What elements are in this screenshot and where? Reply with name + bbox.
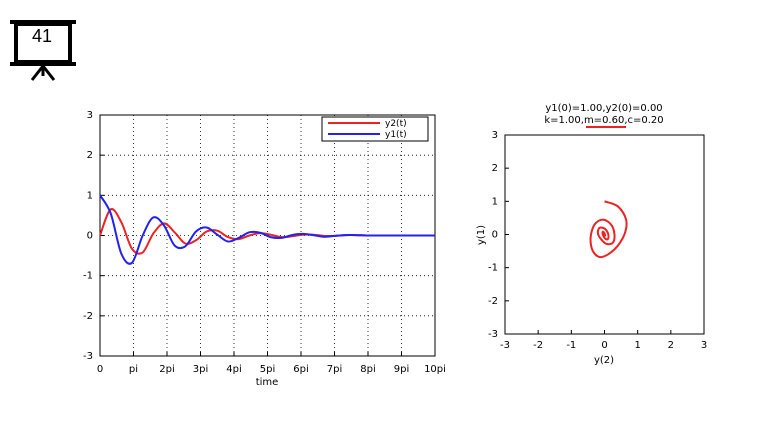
x-tick-label: 10pi [424,364,446,375]
y-tick-label: 1 [492,196,498,207]
y-tick-label: 3 [87,110,93,121]
slide-screen-icon [10,20,76,81]
y-tick-label: 0 [87,231,93,242]
legend-box [321,116,429,142]
y-tick-label: 2 [87,150,93,161]
phase-plot-subtitle: k=1.00,m=0.60,c=0.20 [544,115,663,126]
slide-number: 41 [31,26,53,46]
y-tick-label: -1 [83,271,93,282]
x-tick-label: 1 [634,340,640,351]
phase-plot: y1(0)=1.00,y2(0)=0.00 k=1.00,m=0.60,c=0.… [476,103,707,366]
x-tick-label: 7pi [327,364,343,375]
series-lines [99,194,435,265]
y-tick-label: -3 [83,351,93,362]
y-tick-label: -3 [488,329,498,340]
y-tick-label: 2 [492,163,498,174]
x-tick-label: 9pi [394,364,410,375]
x-tick-label: 0 [601,340,607,351]
legend: y2(t) y1(t) [321,116,429,142]
phase-plot-title: y1(0)=1.00,y2(0)=0.00 [545,103,662,114]
phase-trajectory [589,200,628,259]
time-series-plot: 0 pi 2pi 3pi 4pi 5pi 6pi 7pi 8pi 9pi 10pi 3 2 1 0 -1 -2 -… [83,110,446,388]
y-tick-label: -2 [488,296,498,307]
y-tick-label: -1 [488,263,498,274]
x-tick-label: 0 [97,364,103,375]
x-axis-label: time [256,377,279,388]
x-tick-label: 2pi [159,364,175,375]
x-tick-label: -2 [533,340,543,351]
series-line-y1t [99,194,435,265]
y-tick-label: -2 [83,311,93,322]
x-tick-label: 6pi [293,364,309,375]
y-tick-label: 3 [492,130,498,141]
legend-label-y1: y1(t) [385,130,407,140]
x-tick-label: 3 [701,340,707,351]
legend-label-y2: y2(t) [385,119,407,129]
y-tick-label: 0 [492,230,498,241]
y-tick-label: 1 [87,190,93,201]
grid-lines [100,115,435,356]
x-tick-label: pi [129,364,138,375]
x-tick-label: 3pi [193,364,209,375]
y-axis-label: y(1) [476,225,487,245]
x-tick-label: 2 [668,340,674,351]
series-lines [589,200,628,259]
axis-ticks: 0 pi 2pi 3pi 4pi 5pi 6pi 7pi 8pi 9pi 10pi 3 2 1 0 -1 -2 -… [83,110,446,375]
x-tick-label: 5pi [260,364,276,375]
x-tick-label: -1 [566,340,576,351]
x-tick-label: 4pi [226,364,242,375]
x-tick-label: -3 [500,340,510,351]
axis-ticks: -3 -2 -1 0 1 2 3 3 2 1 0 -1 -2 -3 [488,130,707,351]
x-tick-label: 8pi [360,364,376,375]
x-axis-label: y(2) [594,355,614,366]
